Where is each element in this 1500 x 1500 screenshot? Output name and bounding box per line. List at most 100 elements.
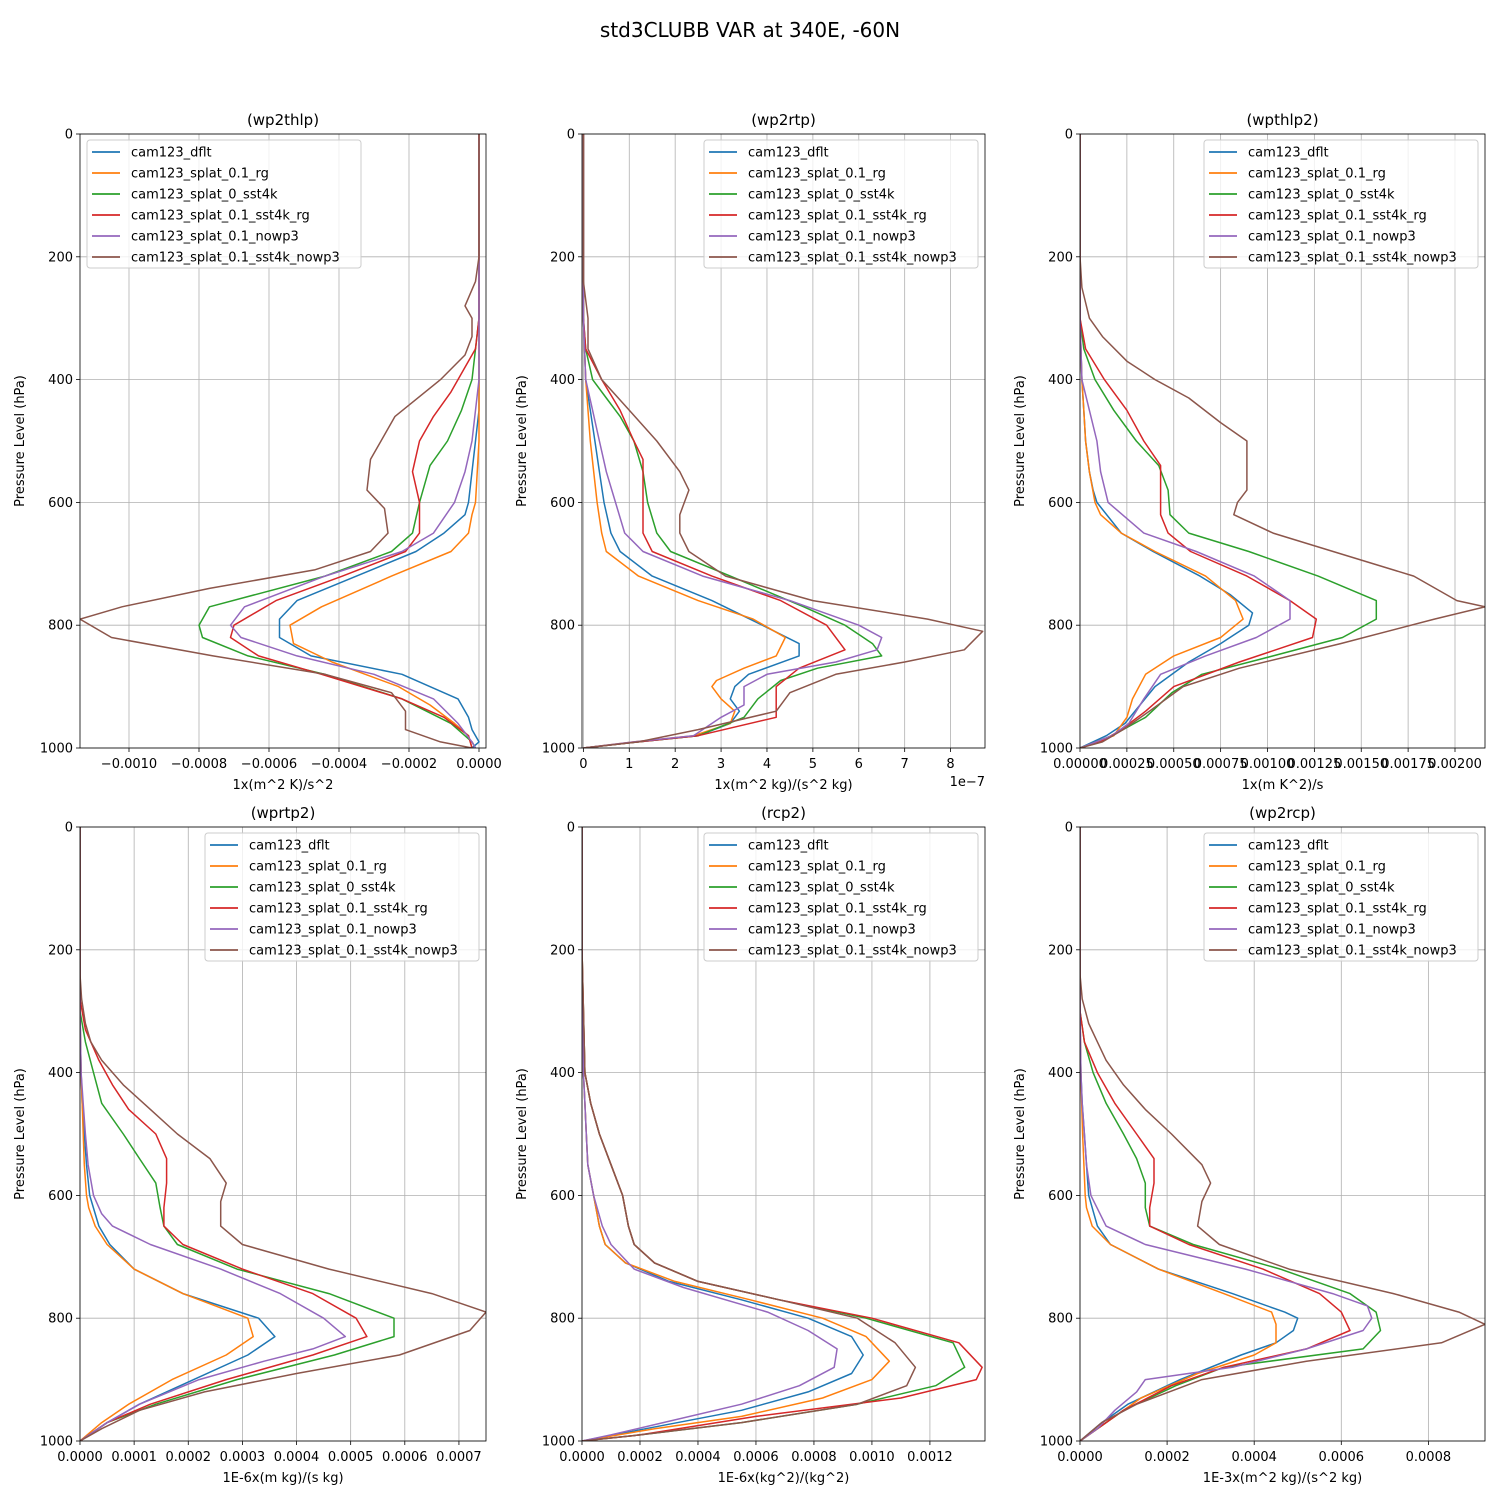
- x-axis-label: 1x(m K^2)/s: [1242, 778, 1324, 793]
- legend-label: cam123_splat_0.1_sst4k_rg: [249, 902, 428, 917]
- legend: cam123_dflt cam123_splat_0.1_rg cam123_spl…: [1203, 832, 1479, 962]
- x-tick-label: 0.00150: [1334, 757, 1388, 772]
- y-tick-label: 800: [550, 1312, 575, 1327]
- x-axis-label: 1E-3x(m^2 kg)/(s^2 kg): [1203, 1471, 1362, 1486]
- y-axis-label: Pressure Level (hPa): [515, 375, 530, 507]
- x-tick-label: 0.0000: [57, 1450, 103, 1465]
- x-tick-label: 0.00125: [1287, 757, 1341, 772]
- legend-label: cam123_splat_0_sst4k: [131, 188, 278, 203]
- y-tick-label: 400: [48, 1066, 73, 1081]
- y-tick-label: 600: [48, 1189, 73, 1204]
- legend-item: cam123_splat_0.1_sst4k_rg: [92, 209, 310, 224]
- legend-item: cam123_splat_0_sst4k: [210, 881, 396, 896]
- legend: cam123_dflt cam123_splat_0.1_rg cam123_spl…: [86, 139, 362, 269]
- x-tick-label: 0.0010: [849, 1450, 895, 1465]
- y-tick-label: 200: [1048, 250, 1073, 265]
- legend-label: cam123_splat_0.1_rg: [131, 167, 269, 182]
- series-line-cam123_splat_0.1_sst4k_rg: [229, 134, 480, 748]
- series-line-cam123_splat_0.1_nowp3: [1080, 134, 1291, 748]
- x-tick-label: 0.0003: [220, 1450, 266, 1465]
- y-axis-label: Pressure Level (hPa): [1013, 1068, 1028, 1200]
- legend-label: cam123_splat_0.1_sst4k_nowp3: [748, 944, 957, 959]
- legend-label: cam123_splat_0.1_rg: [249, 860, 387, 875]
- legend-item: cam123_splat_0.1_nowp3: [92, 230, 299, 245]
- legend-item: cam123_splat_0.1_rg: [709, 860, 886, 875]
- y-tick-label: 400: [1048, 1066, 1073, 1081]
- axes-frame: [1079, 133, 1486, 749]
- legend-item: cam123_dflt: [709, 839, 829, 854]
- x-tick-label: 0.00050: [1147, 757, 1201, 772]
- y-tick-label: 400: [1048, 373, 1073, 388]
- panel-title: (wpthlp2): [1246, 111, 1318, 129]
- x-tick-label: 0.0000: [456, 757, 502, 772]
- x-tick-label: 0.00200: [1428, 757, 1482, 772]
- axes-frame: [1079, 826, 1486, 1442]
- series-line-cam123_splat_0.1_sst4k_nowp3: [582, 827, 917, 1441]
- legend: cam123_dflt cam123_splat_0.1_rg cam123_spl…: [703, 832, 979, 962]
- series-line-cam123_splat_0.1_rg: [1080, 134, 1244, 748]
- y-axis-label: Pressure Level (hPa): [13, 375, 28, 507]
- legend-label: cam123_splat_0_sst4k: [748, 881, 895, 896]
- series-line-cam123_splat_0.1_sst4k_nowp3: [1080, 827, 1485, 1441]
- axes-frame: [79, 826, 487, 1442]
- x-tick-label: 7: [901, 757, 909, 772]
- legend-box: [1203, 139, 1479, 269]
- x-tick-label: −0.0002: [381, 757, 437, 772]
- x-tick-label: −0.0010: [101, 757, 157, 772]
- x-tick-label: 1: [625, 757, 633, 772]
- x-tick-label: 0.00025: [1100, 757, 1154, 772]
- x-tick-label: −0.0006: [241, 757, 297, 772]
- legend-item: cam123_splat_0.1_rg: [92, 167, 269, 182]
- panel-title: (wp2rcp): [1249, 804, 1316, 822]
- chart-panel-1: −0.0010 −0.0008 −0.0006 −0.0004 −0.0002 0.000…: [13, 111, 502, 793]
- x-tick-label: 0.0004: [675, 1450, 721, 1465]
- x-tick-label: 0.0002: [617, 1450, 663, 1465]
- legend-box: [204, 832, 480, 962]
- legend-label: cam123_dflt: [131, 146, 212, 161]
- y-tick-label: 600: [1048, 496, 1073, 511]
- legend-label: cam123_splat_0.1_sst4k_rg: [131, 209, 310, 224]
- y-tick-label: 600: [1048, 1189, 1073, 1204]
- legend-label: cam123_splat_0.1_rg: [1248, 860, 1386, 875]
- x-tick-label: 8: [946, 757, 954, 772]
- x-tick-label: 0.0006: [733, 1450, 779, 1465]
- legend-item: cam123_dflt: [210, 839, 330, 854]
- x-tick-label: 0.0000: [1057, 1450, 1103, 1465]
- series-line-cam123_splat_0.1_nowp3: [229, 134, 480, 748]
- chart-panel-5: 0.0000 0.0002 0.0004 0.0006 0.0008 0.0010 0.00…: [515, 804, 986, 1486]
- x-tick-label: 0.0006: [382, 1450, 428, 1465]
- x-tick-label: 0.0001: [111, 1450, 157, 1465]
- y-axis-label: Pressure Level (hPa): [13, 1068, 28, 1200]
- legend-box: [86, 139, 362, 269]
- y-tick-label: 800: [1048, 619, 1073, 634]
- y-tick-label: 200: [550, 250, 575, 265]
- y-tick-label: 200: [48, 943, 73, 958]
- y-tick-label: 1000: [40, 1435, 73, 1450]
- panel-title: (wprtp2): [251, 804, 316, 822]
- legend-label: cam123_dflt: [249, 839, 330, 854]
- legend-item: cam123_dflt: [709, 146, 829, 161]
- x-tick-label: 0.0008: [791, 1450, 837, 1465]
- y-tick-label: 400: [550, 373, 575, 388]
- x-offset-text: 1e−7: [950, 775, 985, 790]
- legend-label: cam123_splat_0.1_sst4k_nowp3: [131, 251, 340, 266]
- x-tick-label: −0.0008: [171, 757, 227, 772]
- axes-frame: [581, 826, 986, 1442]
- series-line-cam123_splat_0.1_sst4k_nowp3: [582, 134, 984, 748]
- x-tick-label: 3: [717, 757, 725, 772]
- x-tick-label: 2: [671, 757, 679, 772]
- legend-label: cam123_splat_0.1_sst4k_nowp3: [249, 944, 458, 959]
- legend-item: cam123_splat_0.1_sst4k_nowp3: [709, 251, 957, 266]
- legend-label: cam123_splat_0_sst4k: [249, 881, 396, 896]
- x-tick-label: 0.00000: [1053, 757, 1107, 772]
- series-line-cam123_splat_0_sst4k: [582, 134, 883, 748]
- legend-label: cam123_splat_0.1_sst4k_rg: [1248, 209, 1427, 224]
- legend: cam123_dflt cam123_splat_0.1_rg cam123_spl…: [703, 139, 979, 269]
- y-tick-label: 0: [567, 821, 575, 836]
- legend-box: [1203, 832, 1479, 962]
- figure-title: std3CLUBB VAR at 340E, -60N: [600, 18, 900, 42]
- series-line-cam123_splat_0.1_nowp3: [582, 827, 838, 1441]
- x-tick-label: 0.0006: [1319, 1450, 1365, 1465]
- legend-item: cam123_splat_0.1_nowp3: [210, 923, 417, 938]
